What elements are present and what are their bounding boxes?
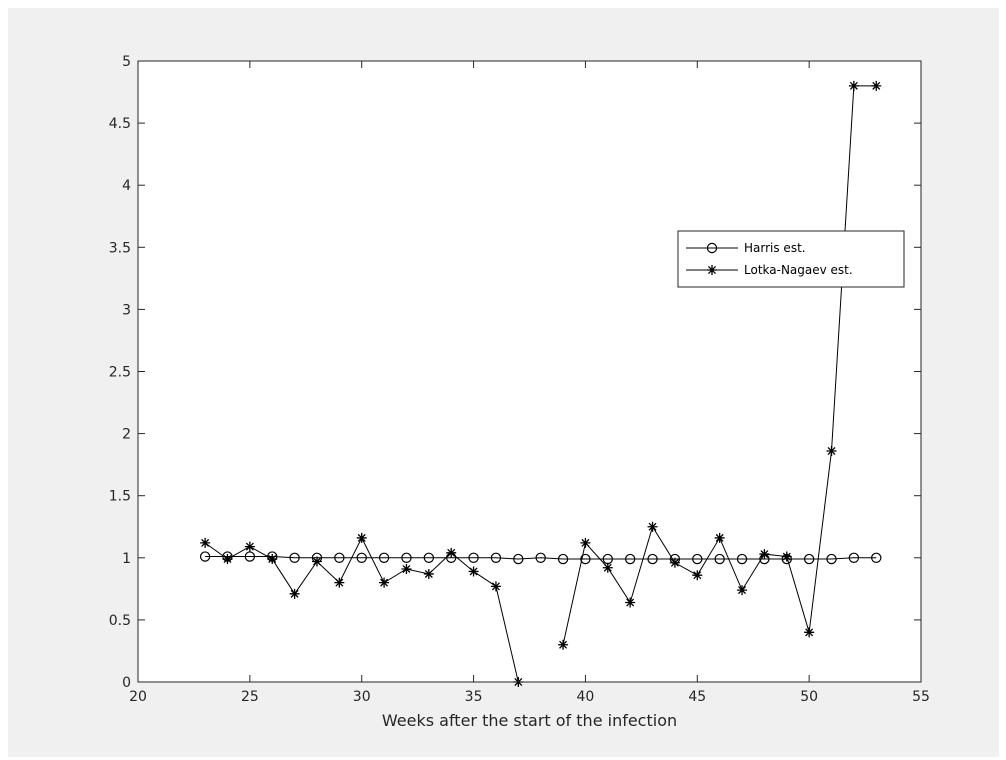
series-1-point [692,570,703,581]
x-tick-label: 25 [241,689,259,705]
series-0-point [535,552,546,564]
series-0-point [199,551,211,562]
series-1-point [625,597,636,608]
series-0-point [468,552,479,564]
series-1-point [580,537,591,548]
series-1-point [558,639,569,650]
series-1-point [647,521,658,532]
series-0-point [244,551,256,562]
series-1-point [848,80,859,91]
series-0-point [803,553,815,565]
series-1-point [200,537,211,548]
series-1-point [714,532,725,543]
series-1-point [669,557,680,568]
series-1-point [446,547,457,558]
series-1-point [871,80,882,91]
series-1-point [602,562,613,573]
legend-label: Lotka-Nagaev est. [744,263,853,277]
series-1-point [334,577,345,588]
series-0-point [692,553,703,565]
y-tick-label: 4.5 [109,116,131,132]
legend-item: Harris est. [686,241,806,255]
axes-layer: 20 25 30 35 40 45 50 55 0 0.5 1 1.5 2 2.5 3 3.5 4 4.5 5 [109,54,930,705]
y-tick-label: 3 [122,302,131,318]
series-1-point [423,568,434,579]
series-layer [199,80,882,687]
y-tick-label: 5 [122,54,131,70]
y-tick-label: 4 [122,178,131,194]
legend-item: Lotka-Nagaev est. [686,263,853,277]
series-0-point [826,553,837,565]
x-tick-label: 35 [465,689,483,705]
series-1-point [781,551,792,562]
series-0-point [736,553,748,565]
x-tick-label: 45 [688,689,706,705]
series-1-point [490,581,501,592]
plot-area [138,61,921,682]
legend-marker [706,242,718,254]
series-0-point [848,552,860,564]
series-1-point [401,563,412,574]
series-1 [200,80,882,687]
series-1-point [356,532,367,543]
series-0-point [401,552,412,564]
series-0-point [580,553,591,565]
y-tick-label: 1 [122,551,131,567]
y-tick-label: 2 [122,427,131,443]
series-0-point [356,552,367,564]
y-tick-label: 0 [122,675,131,691]
x-tick-label: 40 [577,689,595,705]
y-tick-label: 0.5 [109,613,131,629]
series-1-point [311,556,322,567]
series-0-point [647,553,658,565]
series-1-point [267,554,278,565]
series-1-point [468,566,479,577]
series-0-point [513,553,524,565]
series-1-point [737,585,748,596]
series-1-point [804,627,815,638]
figure: 20 25 30 35 40 45 50 55 0 0.5 1 1.5 2 2.5 3 3.5 4 4.5 5 We… [8,8,999,757]
line-chart: 20 25 30 35 40 45 50 55 0 0.5 1 1.5 2 2.5 3 3.5 4 4.5 5 We… [109,54,930,730]
x-axis-label: Weeks after the start of the infection [382,711,677,730]
series-1-point [222,554,233,565]
series-0-point [334,552,345,564]
series-1-point [826,445,837,456]
legend-box [677,230,905,288]
series-0-point [289,552,300,564]
legend-label: Harris est. [744,241,806,255]
series-1-point [759,549,770,560]
y-tick-label: 1.5 [109,489,131,505]
y-tick-label: 3.5 [109,240,131,256]
x-tick-label: 55 [912,689,930,705]
series-1-point [379,577,390,588]
series-1-point [244,541,255,552]
x-tick-label: 30 [353,689,371,705]
series-0-point [378,552,390,564]
x-tick-label: 50 [800,689,818,705]
series-1-point [289,588,300,599]
series-0-point [423,552,435,564]
legend: Harris est. Lotka-Nagaev est. [677,230,905,288]
series-0-point [714,553,725,565]
series-0-point [490,552,502,564]
y-tick-label: 2.5 [109,365,131,381]
series-0-point [624,553,636,565]
series-0-point [557,553,569,565]
x-tick-label: 20 [129,689,147,705]
series-0-point [871,552,882,564]
legend-marker [707,265,717,275]
